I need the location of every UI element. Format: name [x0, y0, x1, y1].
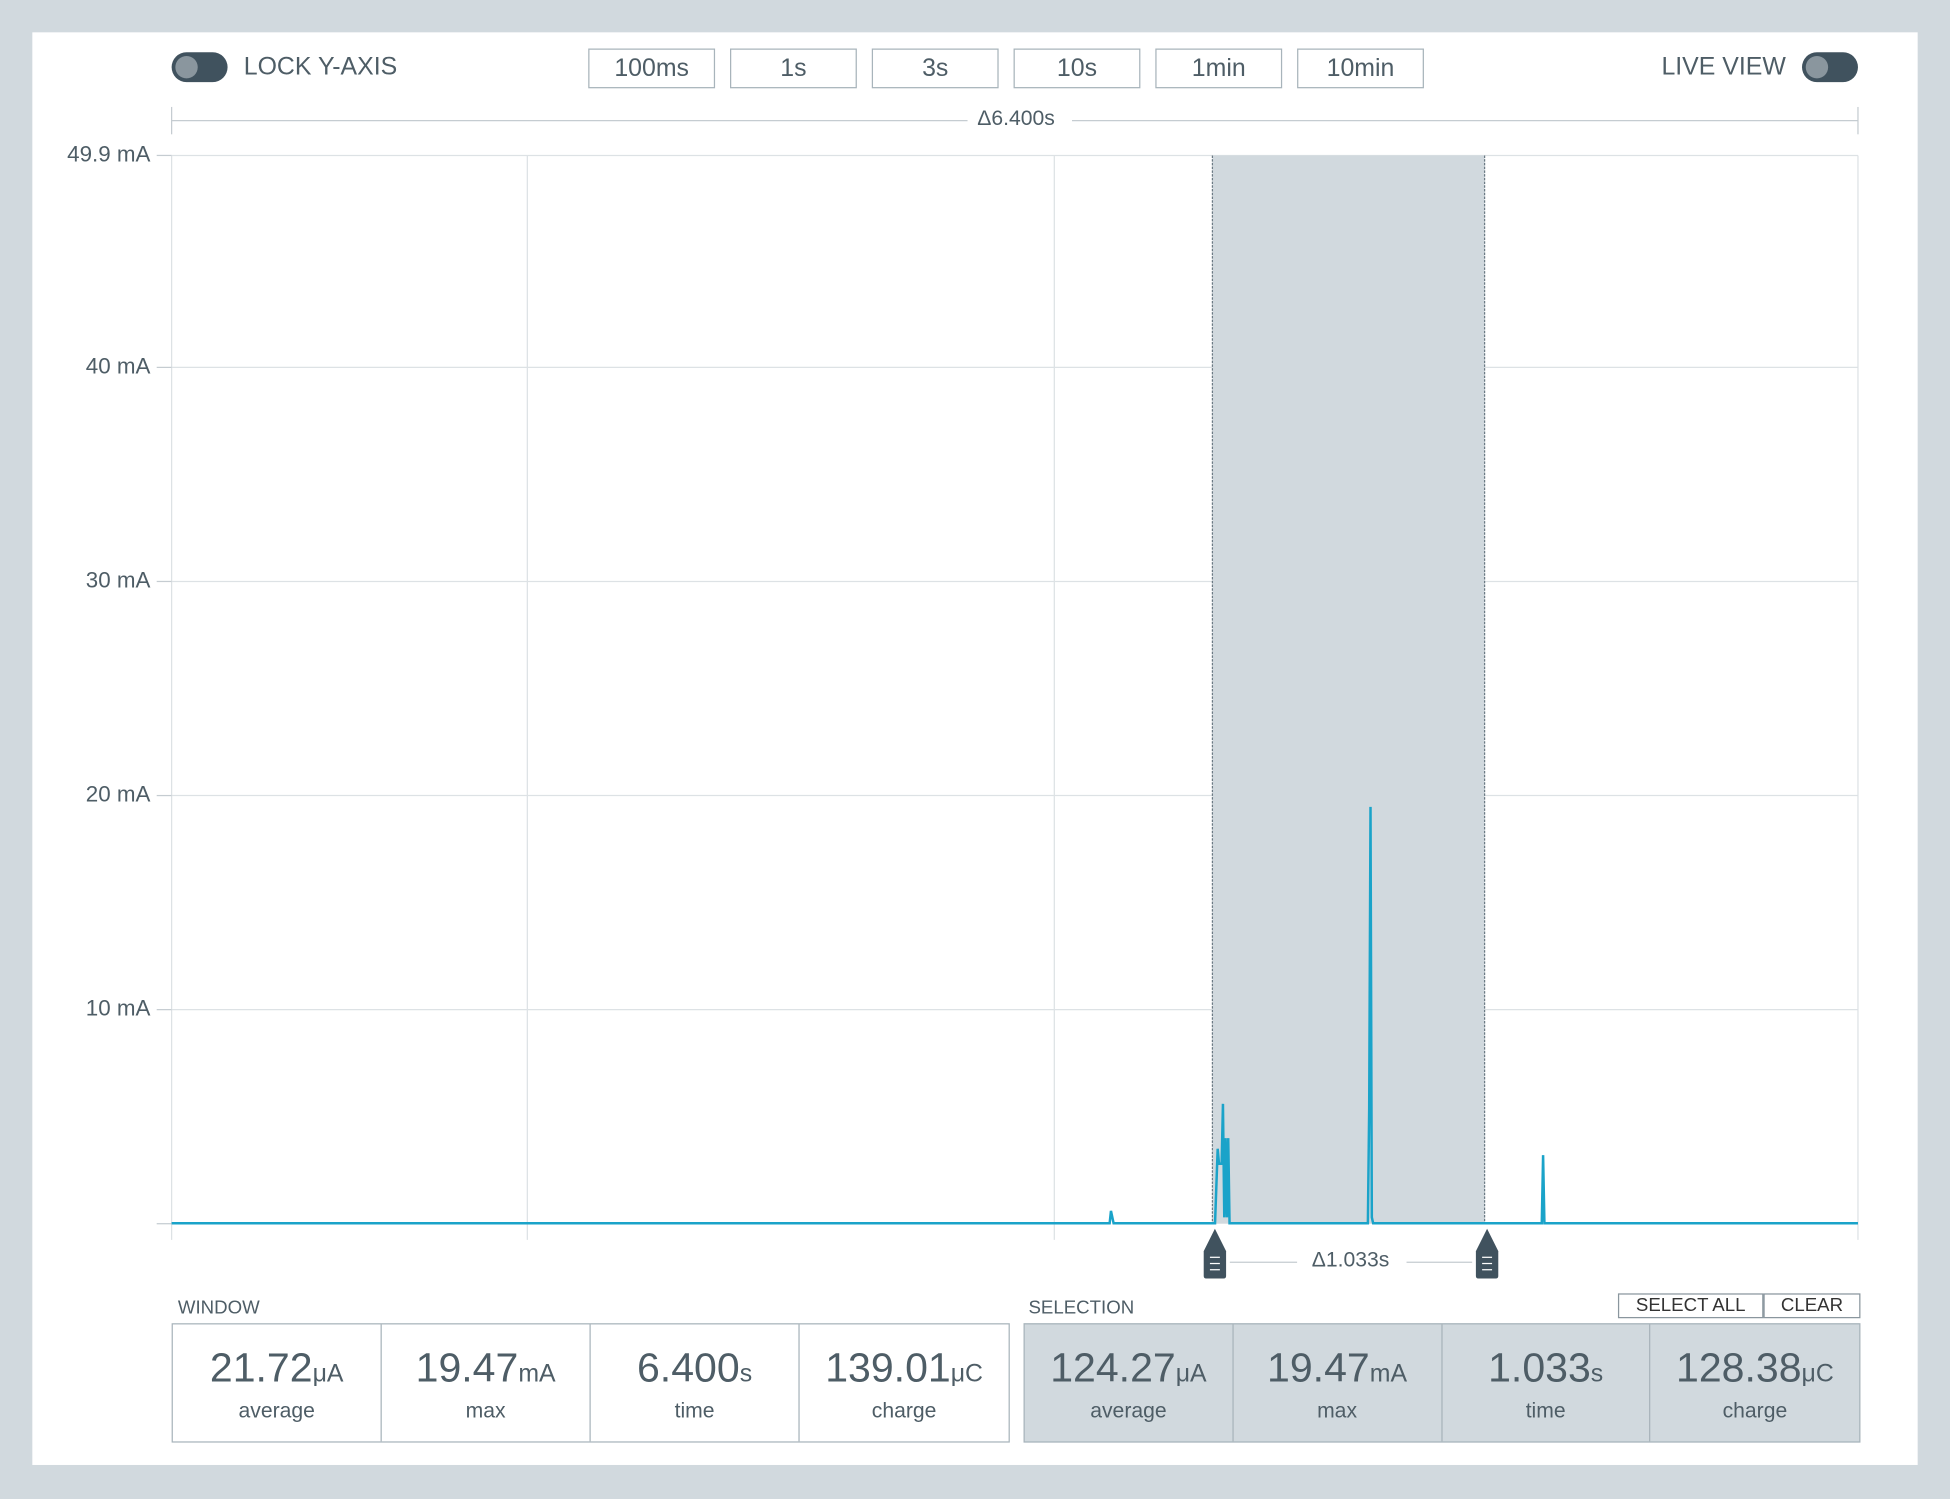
- stat-value: 6.400s: [591, 1344, 799, 1391]
- stat-cell: 19.47mA max: [1233, 1324, 1442, 1442]
- y-tick-label: 10 mA: [86, 996, 151, 1021]
- lock-label: LOCK Y-AXIS: [243, 53, 398, 81]
- selection-handle[interactable]: [1475, 1228, 1499, 1279]
- duration-button[interactable]: 10s: [1013, 48, 1141, 89]
- panel: [32, 32, 1918, 1465]
- stat-unit: s: [739, 1360, 753, 1388]
- stat-label: charge: [1722, 1399, 1788, 1423]
- selection-area: [1212, 155, 1485, 1224]
- stat-unit: s: [1590, 1360, 1604, 1388]
- window-title: WINDOW: [177, 1297, 260, 1319]
- select-all-button[interactable]: SELECT ALL: [1617, 1293, 1764, 1319]
- stat-cell: 128.38μC charge: [1651, 1324, 1860, 1441]
- stat-number: 6.400: [636, 1344, 740, 1391]
- stat-value: 128.38μC: [1651, 1344, 1860, 1391]
- live-label: LIVE VIEW: [1661, 53, 1786, 81]
- stat-number: 19.47: [415, 1344, 519, 1391]
- stat-unit: mA: [518, 1360, 556, 1388]
- stat-value: 139.01μC: [800, 1344, 1009, 1391]
- stat-unit: mA: [1369, 1360, 1408, 1388]
- stat-value: 124.27μA: [1025, 1344, 1232, 1391]
- stat-value: 19.47mA: [382, 1344, 590, 1391]
- selection-stats: 124.27μA average 19.47mA max 1.033s time 128.3…: [1023, 1323, 1861, 1443]
- stat-value: 1.033s: [1442, 1344, 1649, 1391]
- stat-cell: 19.47mA max: [382, 1324, 591, 1442]
- stat-number: 124.27: [1050, 1344, 1176, 1391]
- clear-button[interactable]: CLEAR: [1763, 1293, 1861, 1319]
- window-span: Δ6.400s: [977, 107, 1055, 130]
- live-toggle[interactable]: [1802, 52, 1858, 83]
- stat-number: 139.01: [825, 1344, 951, 1391]
- stat-label: average: [1090, 1399, 1167, 1423]
- stat-unit: μC: [950, 1360, 984, 1388]
- stat-value: 19.47mA: [1233, 1344, 1440, 1391]
- duration-button[interactable]: 1s: [730, 48, 857, 89]
- stat-number: 128.38: [1675, 1344, 1802, 1391]
- stat-label: average: [238, 1399, 315, 1423]
- selection-title: SELECTION: [1028, 1297, 1135, 1319]
- duration-button[interactable]: 1min: [1155, 48, 1283, 89]
- stat-cell: 124.27μA average: [1025, 1324, 1234, 1442]
- stat-value: 21.72μA: [173, 1344, 381, 1391]
- stat-cell: 139.01μC charge: [800, 1324, 1009, 1441]
- stat-unit: μA: [312, 1360, 344, 1388]
- current-trace: [171, 806, 1858, 1225]
- stat-cell: 6.400s time: [591, 1324, 800, 1442]
- duration-button[interactable]: 100ms: [588, 48, 716, 89]
- duration-button[interactable]: 3s: [871, 48, 999, 89]
- stat-unit: μC: [1801, 1360, 1834, 1388]
- y-tick-label: 30 mA: [86, 567, 151, 592]
- stat-cell: 21.72μA average: [173, 1324, 382, 1442]
- y-tick-label: 40 mA: [86, 353, 151, 378]
- y-tick-label: 49.9 mA: [67, 141, 150, 166]
- selection-span: Δ1.033s: [1312, 1249, 1390, 1272]
- y-tick-label: 20 mA: [86, 781, 151, 806]
- duration-button[interactable]: 10min: [1297, 48, 1424, 89]
- stat-unit: μA: [1175, 1360, 1207, 1388]
- stat-number: 21.72: [209, 1344, 313, 1391]
- stat-number: 1.033: [1488, 1344, 1591, 1391]
- window-stats: 21.72μA average 19.47mA max 6.400s time 139.01…: [171, 1323, 1010, 1443]
- stat-label: max: [465, 1399, 506, 1423]
- chart: Δ6.400s Δ1.033s 49.9 mA 40 mA 30 mA 20 mA 10…: [67, 106, 1859, 1279]
- stat-label: time: [1525, 1399, 1566, 1423]
- selection-handle[interactable]: [1203, 1228, 1227, 1279]
- stat-label: time: [674, 1399, 715, 1423]
- lock-toggle[interactable]: [171, 52, 228, 83]
- stat-label: max: [1317, 1399, 1358, 1423]
- stat-cell: 1.033s time: [1442, 1324, 1651, 1442]
- stat-label: charge: [871, 1399, 937, 1423]
- stat-number: 19.47: [1267, 1344, 1370, 1391]
